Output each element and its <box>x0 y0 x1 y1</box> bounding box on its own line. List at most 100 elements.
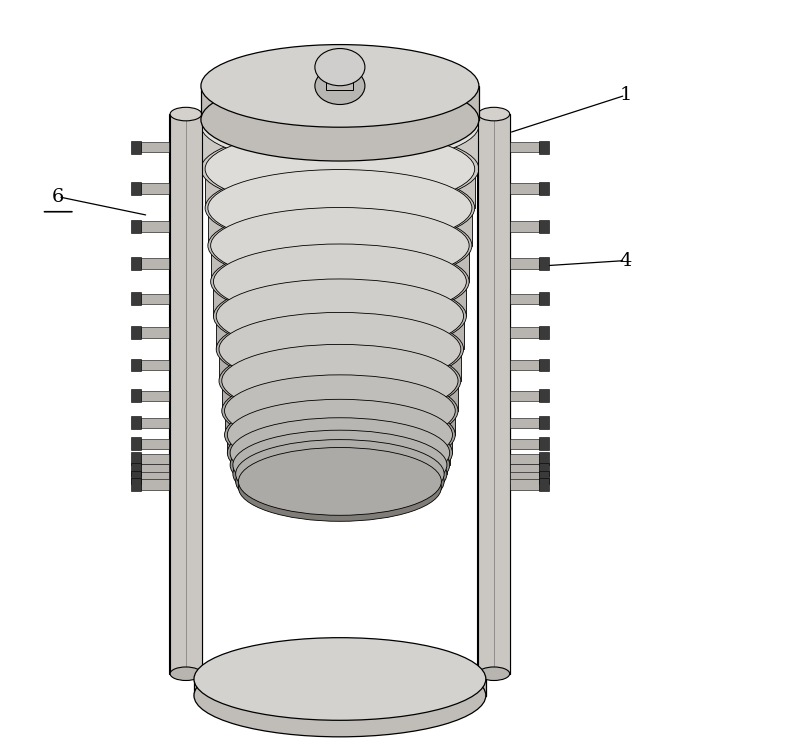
Polygon shape <box>131 471 141 484</box>
Polygon shape <box>141 360 170 370</box>
Ellipse shape <box>194 654 486 737</box>
Ellipse shape <box>478 667 510 681</box>
Ellipse shape <box>194 638 486 720</box>
Polygon shape <box>131 220 141 233</box>
Polygon shape <box>216 316 463 349</box>
Polygon shape <box>539 359 549 372</box>
Ellipse shape <box>208 207 472 284</box>
Polygon shape <box>141 142 170 152</box>
Polygon shape <box>326 76 354 90</box>
Polygon shape <box>131 293 141 305</box>
Ellipse shape <box>238 448 442 515</box>
Ellipse shape <box>225 399 455 470</box>
Ellipse shape <box>216 312 463 386</box>
Polygon shape <box>539 478 549 491</box>
Polygon shape <box>510 293 539 304</box>
Polygon shape <box>222 381 458 411</box>
Polygon shape <box>170 114 202 674</box>
Ellipse shape <box>205 169 474 247</box>
Ellipse shape <box>227 418 453 489</box>
Text: 1: 1 <box>619 86 631 104</box>
Ellipse shape <box>219 344 461 418</box>
Ellipse shape <box>214 244 466 319</box>
Polygon shape <box>539 326 549 339</box>
Polygon shape <box>131 257 141 270</box>
Ellipse shape <box>170 107 202 121</box>
Polygon shape <box>131 182 141 195</box>
Polygon shape <box>478 114 510 674</box>
Ellipse shape <box>205 130 474 208</box>
Ellipse shape <box>233 431 447 500</box>
Ellipse shape <box>230 430 450 500</box>
Polygon shape <box>510 418 539 428</box>
Polygon shape <box>141 473 170 483</box>
Ellipse shape <box>230 418 450 488</box>
Text: 3: 3 <box>214 72 226 89</box>
Polygon shape <box>510 454 539 464</box>
Polygon shape <box>141 222 170 232</box>
Polygon shape <box>194 679 486 695</box>
Ellipse shape <box>219 312 461 386</box>
Polygon shape <box>141 479 170 489</box>
Polygon shape <box>510 391 539 401</box>
Polygon shape <box>233 465 447 474</box>
Ellipse shape <box>170 667 202 681</box>
Polygon shape <box>131 141 141 154</box>
Polygon shape <box>315 67 365 86</box>
Ellipse shape <box>315 67 365 105</box>
Polygon shape <box>510 360 539 370</box>
Polygon shape <box>539 463 549 476</box>
Ellipse shape <box>210 207 469 284</box>
Polygon shape <box>539 293 549 305</box>
Polygon shape <box>141 418 170 428</box>
Polygon shape <box>214 281 466 316</box>
Polygon shape <box>510 439 539 449</box>
Ellipse shape <box>236 447 444 516</box>
Ellipse shape <box>208 170 472 247</box>
Polygon shape <box>141 439 170 449</box>
Polygon shape <box>510 479 539 489</box>
Polygon shape <box>210 246 469 281</box>
Polygon shape <box>510 327 539 338</box>
Polygon shape <box>510 142 539 152</box>
Polygon shape <box>131 416 141 429</box>
Ellipse shape <box>214 278 466 354</box>
Polygon shape <box>141 293 170 304</box>
Polygon shape <box>539 182 549 195</box>
Polygon shape <box>539 220 549 233</box>
Polygon shape <box>227 435 453 453</box>
Polygon shape <box>539 437 549 450</box>
Polygon shape <box>238 481 442 487</box>
Ellipse shape <box>216 279 463 354</box>
Polygon shape <box>539 471 549 484</box>
Polygon shape <box>539 452 549 465</box>
Polygon shape <box>131 463 141 476</box>
Polygon shape <box>205 169 474 208</box>
Polygon shape <box>510 473 539 483</box>
Polygon shape <box>208 208 472 246</box>
Polygon shape <box>230 453 450 465</box>
Polygon shape <box>141 391 170 401</box>
Polygon shape <box>141 464 170 475</box>
Text: 6: 6 <box>52 188 64 206</box>
Ellipse shape <box>222 345 458 417</box>
Ellipse shape <box>222 375 458 447</box>
Text: 4: 4 <box>619 252 631 270</box>
Polygon shape <box>201 86 479 120</box>
Polygon shape <box>510 222 539 232</box>
Polygon shape <box>219 349 461 381</box>
Polygon shape <box>539 389 549 402</box>
Ellipse shape <box>201 130 479 208</box>
Ellipse shape <box>315 48 365 86</box>
Polygon shape <box>478 114 510 674</box>
Ellipse shape <box>238 454 442 521</box>
Polygon shape <box>236 474 444 481</box>
Polygon shape <box>201 125 479 169</box>
Polygon shape <box>131 359 141 372</box>
Polygon shape <box>141 327 170 338</box>
Ellipse shape <box>478 107 510 121</box>
Polygon shape <box>131 389 141 402</box>
Polygon shape <box>131 478 141 491</box>
Polygon shape <box>510 464 539 475</box>
Polygon shape <box>131 452 141 465</box>
